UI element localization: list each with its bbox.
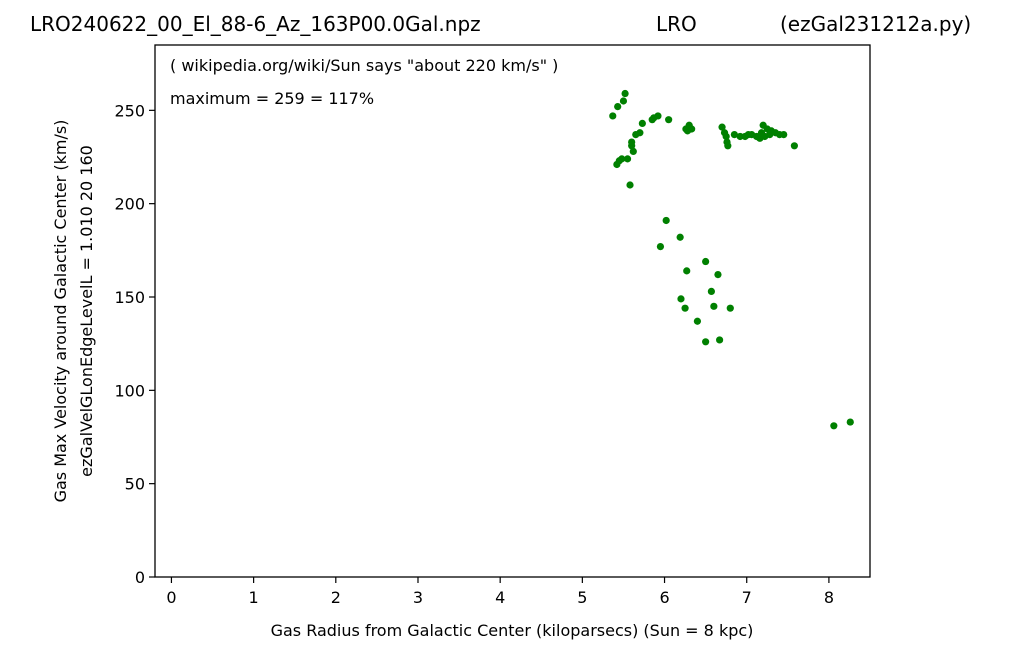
- chart-title-right: (ezGal231212a.py): [780, 12, 972, 36]
- data-point: [683, 267, 691, 275]
- x-tick-label: 8: [824, 588, 834, 607]
- data-point: [723, 138, 731, 146]
- y-tick-label: 150: [114, 288, 145, 307]
- plot-frame: [154, 44, 871, 578]
- data-point: [654, 112, 662, 120]
- data-point: [718, 123, 726, 131]
- data-point: [722, 132, 730, 141]
- data-point: [688, 125, 696, 133]
- data-point: [693, 317, 702, 325]
- data-point: [623, 155, 632, 163]
- wikipedia-note: ( wikipedia.org/wiki/Sun says "about 220…: [170, 56, 558, 75]
- data-point: [619, 97, 628, 105]
- data-point: [736, 132, 744, 141]
- y-tick-label: 200: [114, 195, 145, 214]
- x-tick-label: 4: [495, 588, 505, 607]
- data-point: [682, 125, 690, 133]
- data-point: [780, 131, 788, 139]
- data-point: [710, 302, 718, 310]
- x-tick-label: 5: [577, 588, 587, 607]
- data-point: [726, 304, 734, 312]
- data-point: [628, 142, 636, 150]
- y-tick-label: 100: [114, 381, 145, 400]
- y-tick-label: 0: [135, 568, 145, 587]
- axis-ticks: 0 1 2 3 4 5 6 7 8 0 50 100 150 200 250: [114, 101, 834, 607]
- data-point: [707, 287, 715, 295]
- data-point: [614, 103, 622, 111]
- x-tick-label: 7: [742, 588, 752, 607]
- data-point: [615, 157, 623, 165]
- x-axis-label: Gas Radius from Galactic Center (kilopar…: [271, 621, 754, 640]
- x-tick-label: 1: [249, 588, 259, 607]
- y-axis-label-line1: Gas Max Velocity around Galactic Center …: [51, 120, 70, 503]
- data-point: [714, 271, 722, 279]
- chart-title-left: LRO240622_00_El_88-6_Az_163P00.0Gal.npz: [30, 12, 481, 36]
- x-tick-label: 6: [659, 588, 669, 607]
- data-point: [609, 112, 617, 120]
- data-point: [662, 216, 670, 225]
- data-point: [702, 338, 710, 346]
- data-point: [702, 257, 710, 266]
- data-point: [790, 142, 798, 150]
- data-point: [676, 233, 684, 241]
- data-point: [638, 119, 646, 127]
- x-tick-label: 3: [413, 588, 423, 607]
- x-tick-label: 2: [331, 588, 341, 607]
- data-point: [621, 89, 629, 98]
- maximum-note: maximum = 259 = 117%: [170, 89, 374, 108]
- y-tick-label: 50: [125, 475, 145, 494]
- data-point: [681, 304, 689, 312]
- data-point: [716, 336, 724, 344]
- y-tick-label: 250: [114, 101, 145, 120]
- data-point: [730, 131, 738, 139]
- data-point: [846, 418, 854, 426]
- chart-title-center: LRO: [656, 12, 697, 36]
- data-point: [665, 116, 673, 124]
- data-point: [626, 181, 634, 189]
- data-point: [830, 422, 838, 430]
- x-tick-label: 0: [166, 588, 176, 607]
- y-axis-label-line2: ezGalVelGLonEdgeLevelL = 1.010 20 160: [77, 145, 96, 477]
- data-points: [609, 89, 854, 430]
- data-point: [629, 147, 637, 155]
- data-point: [677, 295, 685, 303]
- data-point: [636, 129, 644, 137]
- data-point: [656, 243, 665, 251]
